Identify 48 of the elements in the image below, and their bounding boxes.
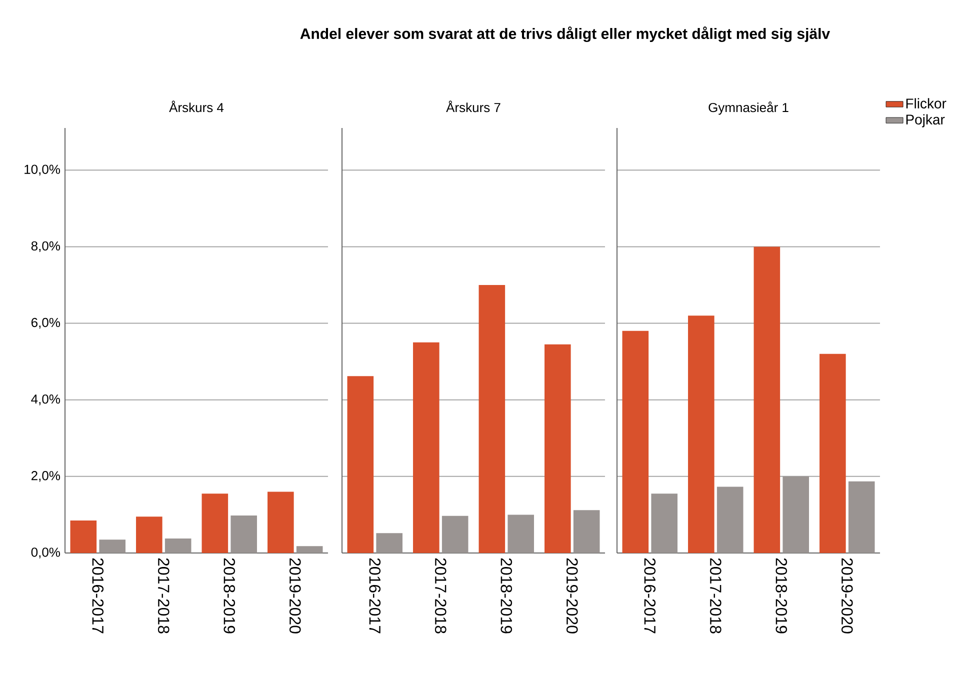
y-tick-label: 10,0% xyxy=(24,164,60,176)
bar xyxy=(544,344,571,553)
legend-label: Pojkar xyxy=(906,114,945,128)
chart-title: Årskurs 7 xyxy=(446,100,500,112)
bar xyxy=(202,494,228,553)
chart-title: Gymnasieår 1 xyxy=(708,102,788,115)
bar xyxy=(413,342,440,553)
x-tick-label: 2018-2019 xyxy=(500,558,512,634)
bar xyxy=(478,284,506,553)
x-tick-label: 2017-2018 xyxy=(710,558,722,634)
bar xyxy=(70,520,97,553)
bar xyxy=(573,510,600,553)
bar xyxy=(268,492,294,553)
x-tick-label: 2019-2020 xyxy=(566,558,578,634)
bar xyxy=(136,516,162,553)
x-tick-label: 2017-2018 xyxy=(158,558,170,634)
bar xyxy=(820,354,846,553)
bar xyxy=(442,516,468,553)
x-tick-label: 2016-2017 xyxy=(369,558,381,634)
bar xyxy=(347,376,374,553)
bar xyxy=(782,476,809,553)
chart-title: Årskurs 4 xyxy=(169,100,224,112)
y-tick-label: 6,0% xyxy=(31,318,60,329)
y-tick-label: 2,0% xyxy=(31,471,60,482)
bar xyxy=(508,514,534,553)
bar xyxy=(716,486,744,553)
bar xyxy=(651,494,678,553)
bar xyxy=(622,330,649,553)
bar xyxy=(848,481,875,553)
x-tick-label: 2018-2019 xyxy=(776,558,788,634)
bar xyxy=(754,246,780,553)
x-tick-label: 2016-2017 xyxy=(644,558,656,634)
bar xyxy=(164,538,192,553)
x-tick-label: 2018-2019 xyxy=(224,558,236,634)
bar xyxy=(296,546,323,553)
bar xyxy=(688,316,714,553)
x-tick-label: 2017-2018 xyxy=(434,558,446,634)
legend-label: Flickor xyxy=(906,98,946,108)
x-tick-label: 2019-2020 xyxy=(289,558,301,634)
bar xyxy=(230,515,257,553)
x-tick-label: 2016-2017 xyxy=(92,558,104,634)
bar xyxy=(376,533,402,553)
y-tick-label: 8,0% xyxy=(31,241,60,252)
bar xyxy=(99,540,126,553)
text: Andel elever som svarat att de trivs dåligt eller mycket dåligt med sig själv xyxy=(300,26,830,42)
y-tick-label: 4,0% xyxy=(31,394,60,406)
x-tick-label: 2019-2020 xyxy=(841,558,853,634)
y-tick-label: 0,0% xyxy=(31,548,60,558)
